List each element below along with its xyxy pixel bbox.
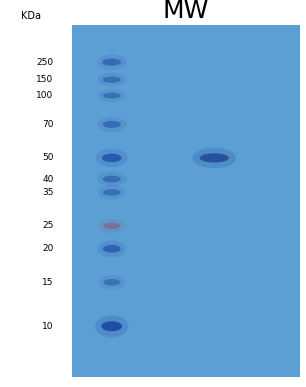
Text: 50: 50: [42, 153, 54, 163]
Ellipse shape: [98, 185, 126, 200]
FancyBboxPatch shape: [72, 25, 300, 377]
Ellipse shape: [103, 92, 121, 98]
Ellipse shape: [101, 321, 122, 331]
Text: 150: 150: [36, 75, 54, 84]
Ellipse shape: [103, 223, 120, 229]
Ellipse shape: [103, 77, 121, 83]
Ellipse shape: [102, 59, 121, 66]
Ellipse shape: [102, 154, 121, 162]
Ellipse shape: [95, 315, 128, 337]
Text: 250: 250: [36, 58, 54, 67]
Ellipse shape: [96, 149, 128, 167]
Ellipse shape: [103, 121, 121, 128]
Ellipse shape: [103, 279, 120, 286]
Ellipse shape: [98, 240, 126, 257]
Text: KDa: KDa: [21, 11, 41, 21]
Text: 20: 20: [42, 244, 54, 253]
Text: 10: 10: [42, 322, 54, 331]
Ellipse shape: [103, 176, 121, 183]
Ellipse shape: [200, 153, 229, 163]
Text: 15: 15: [42, 278, 54, 287]
Text: 100: 100: [36, 91, 54, 100]
Ellipse shape: [98, 275, 125, 289]
Ellipse shape: [192, 148, 236, 168]
Ellipse shape: [98, 219, 125, 233]
Text: MW: MW: [163, 0, 209, 23]
Ellipse shape: [97, 117, 126, 132]
Text: 25: 25: [42, 221, 54, 230]
Text: 70: 70: [42, 120, 54, 129]
Text: 40: 40: [42, 175, 54, 183]
Ellipse shape: [97, 171, 126, 187]
Ellipse shape: [97, 73, 126, 87]
Text: 35: 35: [42, 188, 54, 197]
Ellipse shape: [96, 55, 127, 70]
Ellipse shape: [98, 89, 126, 102]
Ellipse shape: [103, 189, 121, 196]
Ellipse shape: [103, 245, 121, 253]
